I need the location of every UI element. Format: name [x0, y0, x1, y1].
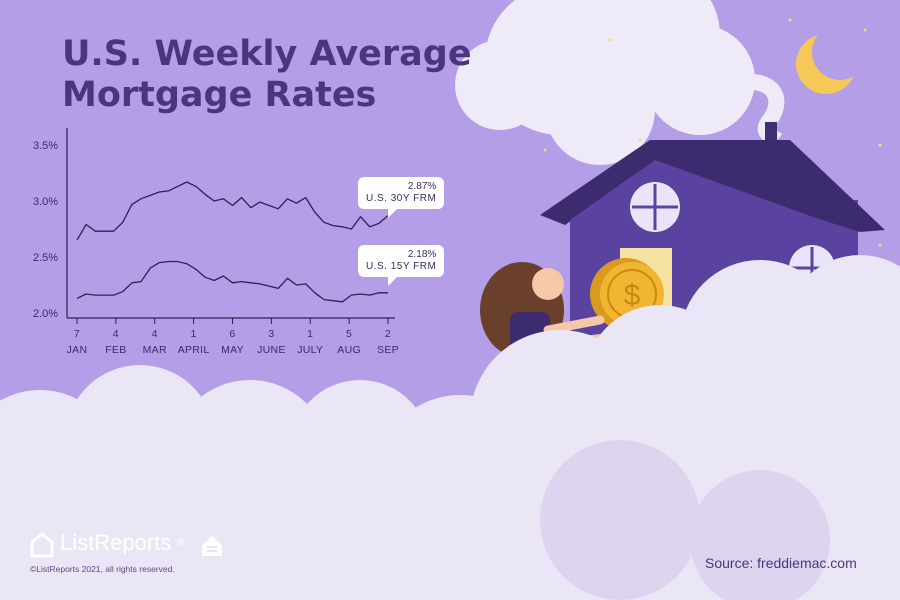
title-line-1: U.S. Weekly Average	[62, 34, 472, 74]
svg-text:$: $	[624, 279, 641, 312]
x-tick-month: AUG	[337, 344, 361, 356]
series-line-15y	[76, 260, 388, 303]
x-tick-month: MAR	[143, 344, 167, 356]
y-tick-label: 3.0%	[33, 196, 58, 208]
moon-icon	[796, 24, 868, 94]
smoke-cloud	[455, 0, 785, 165]
series-line-30y	[76, 181, 389, 241]
y-tick-label: 2.0%	[33, 308, 58, 320]
x-tick-month: FEB	[105, 344, 126, 356]
callout-15y: 2.18% U.S. 15Y FRM	[358, 245, 445, 286]
x-tick-day: 1	[191, 328, 197, 340]
x-tick-month: JULY	[297, 344, 323, 356]
callout-15y-label: U.S. 15Y FRM	[366, 261, 437, 272]
y-tick-label: 2.5%	[33, 252, 58, 264]
x-tick-month: SEP	[377, 344, 399, 356]
source-text: Source: freddiemac.com	[705, 555, 857, 571]
x-tick-month: MAY	[221, 344, 244, 356]
x-tick-day: 5	[346, 328, 352, 340]
brand-logo: ListReports ®	[30, 530, 185, 556]
x-tick-day: 2	[385, 328, 391, 340]
callout-30y-value: 2.87%	[407, 181, 437, 192]
copyright-text: ©ListReports 2021, all rights reserved.	[30, 564, 175, 574]
callout-30y: 2.87% U.S. 30Y FRM	[358, 177, 445, 218]
x-tick-day: 6	[229, 328, 235, 340]
brand-name: ListReports	[60, 530, 172, 555]
page-title: U.S. Weekly Average Mortgage Rates	[62, 34, 472, 116]
x-tick-day: 3	[268, 328, 274, 340]
equal-housing-icon	[202, 536, 222, 556]
x-tick-day: 7	[74, 328, 80, 340]
clouds-shade	[540, 440, 830, 600]
x-tick-month: JUNE	[257, 344, 286, 356]
x-tick-day: 1	[307, 328, 313, 340]
callout-30y-label: U.S. 30Y FRM	[366, 193, 437, 204]
x-tick-month: APRIL	[178, 344, 210, 356]
x-tick-day: 4	[113, 328, 119, 340]
brand-registered: ®	[177, 537, 185, 549]
y-tick-label: 3.5%	[33, 140, 58, 152]
x-tick-month: JAN	[67, 344, 88, 356]
title-line-2: Mortgage Rates	[62, 75, 377, 115]
home-logo-icon	[30, 532, 54, 558]
callout-15y-value: 2.18%	[407, 249, 437, 260]
x-tick-day: 4	[152, 328, 158, 340]
